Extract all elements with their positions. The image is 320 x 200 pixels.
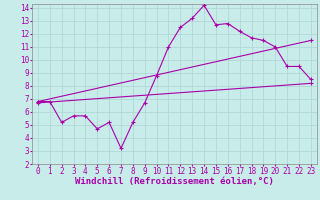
X-axis label: Windchill (Refroidissement éolien,°C): Windchill (Refroidissement éolien,°C) — [75, 177, 274, 186]
